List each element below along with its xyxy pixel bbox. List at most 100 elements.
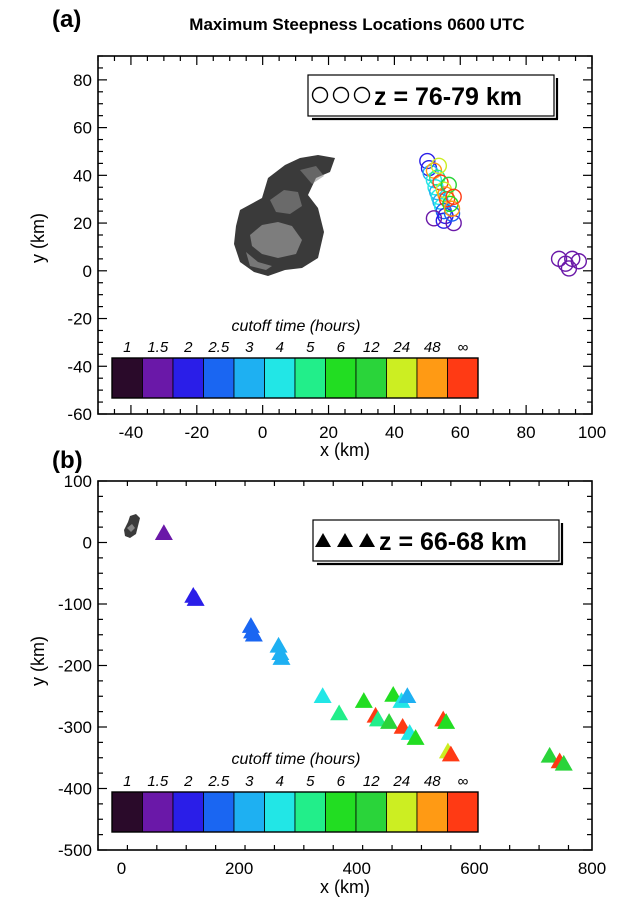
panel-a-legend: z = 76-79 km: [307, 74, 559, 121]
data-point-triangle: [398, 687, 417, 703]
data-point-circle: [564, 250, 581, 268]
colorbar-frame: [111, 357, 479, 399]
x-tick-label: 200: [225, 859, 253, 878]
colorbar-swatch: [233, 791, 265, 833]
y-tick-label: 60: [73, 119, 92, 138]
colorbar-label: ∞: [457, 339, 468, 356]
legend-triangle-marker: [337, 533, 353, 547]
colorbar-label: 6: [337, 339, 346, 356]
data-point-triangle: [154, 524, 173, 541]
x-tick-label: 400: [343, 859, 371, 878]
data-point-triangle: [330, 704, 349, 721]
y-tick-label: 0: [83, 534, 92, 553]
colorbar-swatch: [447, 357, 479, 399]
y-tick-label: -40: [67, 357, 92, 376]
panel-b-legend-label: z = 66-68 km: [379, 528, 527, 556]
legend-circle-marker: [311, 86, 329, 104]
data-point-triangle: [554, 754, 573, 771]
colorbar-swatch: [447, 791, 479, 833]
colorbar-label: 4: [276, 339, 284, 356]
x-tick-label: 100: [578, 423, 606, 442]
figure-title: Maximum Steepness Locations 0600 UTC: [189, 15, 524, 34]
legend-circle-marker: [332, 86, 350, 104]
panel-a-shaded-region: [234, 155, 335, 276]
y-tick-label: 100: [64, 472, 92, 491]
panel-b-legend: z = 66-68 km: [312, 519, 564, 566]
colorbar-label: 24: [392, 339, 410, 356]
panel-b-colorbar: cutoff time (hours) 1 1.5 2 2.5 3 4 5 6 12 24 48 ∞: [111, 751, 479, 833]
y-tick-label: -100: [58, 595, 92, 614]
colorbar-swatch: [325, 357, 357, 399]
colorbar-swatch: [111, 791, 143, 833]
y-tick-label: -60: [67, 405, 92, 424]
y-tick-label: -400: [58, 780, 92, 799]
y-tick-label: -500: [58, 841, 92, 860]
panel-b: 0 200 400 600 800 -500 -400 -300 -200 -100 0 100 x…: [28, 472, 606, 897]
colorbar-label: 3: [245, 773, 254, 790]
colorbar-label: 1.5: [147, 773, 169, 790]
colorbar-swatch: [325, 791, 357, 833]
colorbar-swatch: [294, 357, 326, 399]
data-point-circle: [432, 174, 449, 191]
colorbar-label: 1: [123, 773, 131, 790]
colorbar-label: 5: [306, 773, 315, 790]
x-tick-label: 20: [319, 423, 338, 442]
data-point-triangle: [244, 625, 263, 642]
x-tick-label: -40: [119, 423, 144, 442]
panel-b-colorbar-title: cutoff time (hours): [232, 751, 361, 768]
y-tick-label: -200: [58, 657, 92, 676]
x-tick-label: 800: [578, 859, 606, 878]
data-point-triangle: [380, 713, 399, 729]
colorbar-swatch: [264, 791, 296, 833]
panel-a-legend-label: z = 76-79 km: [374, 83, 522, 111]
colorbar-label: 4: [276, 773, 284, 790]
data-point-triangle: [406, 729, 425, 745]
panel-a-colorbar: cutoff time (hours) 1 1.5 2 2.5 3 4 5 6 12 24 48 ∞: [111, 318, 479, 399]
data-point-triangle: [186, 590, 205, 606]
colorbar-swatch: [233, 357, 265, 399]
data-point-circle: [560, 260, 578, 277]
colorbar-label: 1.5: [147, 339, 169, 356]
data-point-circle: [425, 171, 443, 189]
panel-a-colorbar-title: cutoff time (hours): [232, 318, 361, 335]
x-tick-label: 40: [385, 423, 404, 442]
data-point-circle: [425, 210, 443, 227]
panel-a: -40 -20 0 20 40 60 80 100 -60 -40 -20 0 20 40 60 80 x …: [28, 55, 606, 460]
x-tick-label: 0: [117, 859, 126, 878]
panel-b-label: (b): [52, 447, 83, 474]
colorbar-swatch: [416, 791, 448, 833]
data-point-circle: [440, 176, 457, 194]
colorbar-swatch: [355, 357, 387, 399]
y-tick-label: -20: [67, 310, 92, 329]
colorbar-label: 6: [337, 773, 346, 790]
colorbar-swatch: [355, 791, 387, 833]
x-tick-label: -20: [185, 423, 210, 442]
colorbar-swatch: [172, 357, 204, 399]
panel-b-x-axis-label: x (km): [320, 877, 370, 897]
data-point-triangle: [540, 746, 559, 763]
colorbar-swatch: [142, 357, 174, 399]
colorbar-label: 12: [363, 773, 380, 790]
data-point-triangle: [368, 710, 387, 727]
colorbar-swatch: [386, 791, 418, 833]
data-point-circle: [430, 157, 448, 174]
colorbar-swatch: [111, 357, 143, 399]
data-point-circle: [443, 200, 461, 217]
legend-triangle-marker: [315, 533, 331, 547]
panel-b-shaded-region: [124, 514, 140, 538]
colorbar-frame: [111, 791, 479, 833]
panel-a-x-axis-label: x (km): [320, 440, 370, 460]
data-point-triangle: [384, 686, 403, 702]
colorbar-label: 5: [306, 339, 315, 356]
colorbar-swatch: [203, 357, 235, 399]
x-tick-label: 60: [451, 423, 470, 442]
x-tick-label: 80: [517, 423, 536, 442]
colorbar-swatch: [264, 357, 296, 399]
colorbar-label: 3: [245, 339, 254, 356]
colorbar-label: 48: [424, 773, 441, 790]
data-point-triangle: [441, 745, 460, 762]
colorbar-swatch: [294, 791, 326, 833]
colorbar-label: 24: [392, 773, 410, 790]
colorbar-swatch: [416, 357, 448, 399]
data-point-triangle: [437, 713, 456, 729]
